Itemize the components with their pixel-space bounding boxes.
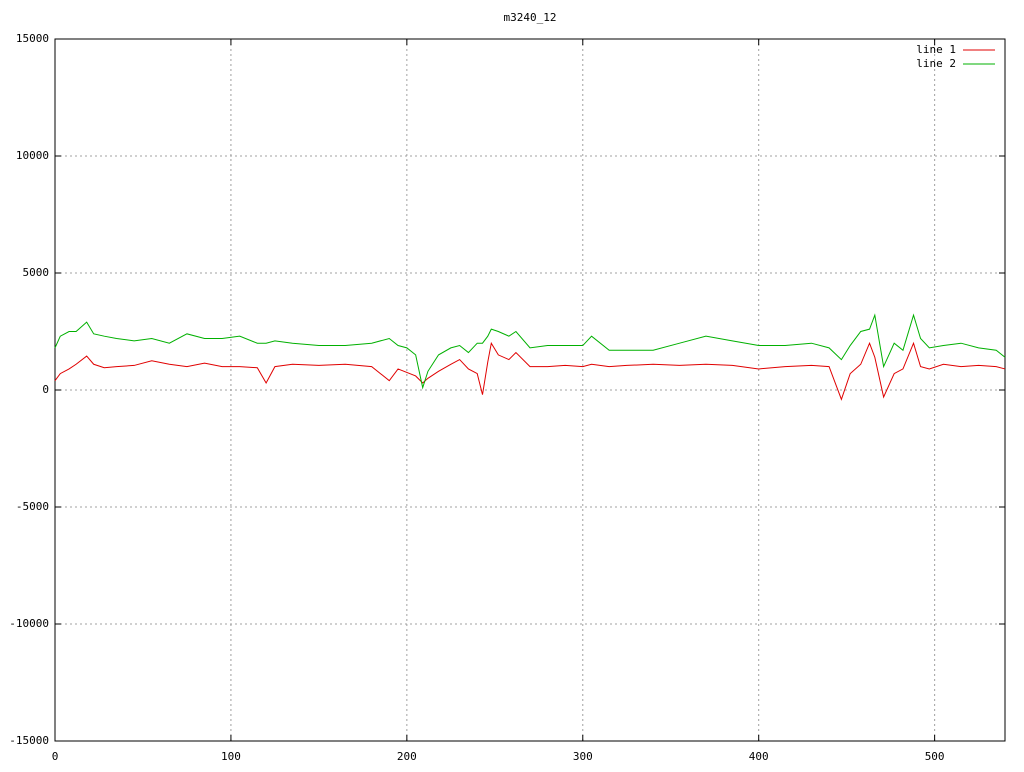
x-tick-label: 500 [925,750,945,763]
x-tick-label: 300 [573,750,593,763]
y-tick-label: 0 [42,383,49,396]
y-tick-label: 15000 [16,32,49,45]
series-line [54,313,1006,390]
y-tick-label: -10000 [9,617,49,630]
y-tick-label: -5000 [16,500,49,513]
x-tick-label: 100 [221,750,241,763]
series-line [54,341,1006,401]
x-tick-label: 200 [397,750,417,763]
plot-border [54,38,1006,742]
x-tick-label: 400 [749,750,769,763]
y-tick-label: 10000 [16,149,49,162]
legend-label: line 1 [916,43,956,56]
y-tick-label: 5000 [23,266,50,279]
legend-label: line 2 [916,57,956,70]
chart-title: m3240_12 [504,11,557,24]
y-tick-label: -15000 [9,734,49,747]
x-tick-label: 0 [52,750,59,763]
